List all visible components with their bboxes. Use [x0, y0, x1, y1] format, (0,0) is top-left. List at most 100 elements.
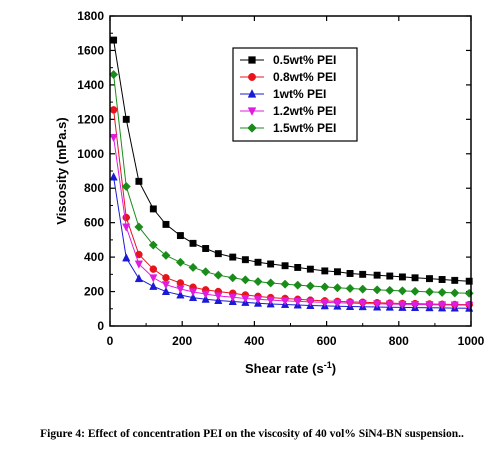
data-point: [161, 286, 171, 296]
series-line: [113, 40, 470, 282]
data-point: [438, 301, 447, 310]
data-point: [122, 213, 130, 222]
y-tick-label: 1600: [77, 43, 104, 57]
y-tick-label: 1000: [77, 147, 104, 161]
x-tick-label: 400: [244, 334, 264, 348]
data-point: [358, 299, 367, 309]
data-point: [201, 267, 211, 277]
data-point: [134, 222, 144, 232]
y-axis-ticks: 0 200 400 600 800 1000 1200 1400 1600 1800: [77, 9, 471, 333]
data-point: [373, 300, 382, 309]
legend: 0.5wt% PEI 0.8wt% PEI 1wt% PEI 1.2wt% PEI 1.…: [232, 47, 358, 142]
data-point: [214, 250, 222, 258]
legend-entry: 1wt% PEI: [240, 87, 326, 101]
series-0: [110, 36, 473, 285]
legend-entry: 0.5wt% PEI: [240, 53, 336, 67]
y-axis-title: Viscosity (mPa.s): [54, 117, 69, 224]
data-point: [266, 296, 275, 305]
x-tick-label: 0: [107, 334, 114, 348]
data-point: [253, 277, 263, 287]
legend-entry: 0.8wt% PEI: [240, 70, 336, 84]
data-point: [332, 283, 342, 293]
x-tick-label: 600: [317, 334, 337, 348]
data-point: [241, 256, 249, 264]
data-point: [176, 290, 185, 299]
y-tick-label: 0: [97, 319, 104, 333]
data-point: [465, 277, 473, 285]
y-tick-label: 1800: [77, 9, 104, 23]
data-point: [121, 181, 131, 192]
data-point: [202, 245, 210, 252]
data-point: [229, 253, 237, 261]
legend-label: 1wt% PEI: [273, 87, 326, 101]
series-line: [113, 109, 470, 306]
data-point: [333, 299, 342, 308]
data-point: [175, 257, 185, 267]
data-point: [149, 265, 158, 273]
data-point: [293, 297, 302, 307]
legend-marker: [248, 73, 256, 81]
series-3: [109, 133, 474, 310]
data-point: [281, 262, 289, 270]
data-point: [176, 279, 185, 287]
legend-marker: [247, 123, 257, 133]
x-axis-title-end: ): [332, 361, 336, 376]
data-point: [426, 275, 433, 283]
y-tick-label: 200: [84, 285, 104, 299]
data-point: [358, 284, 368, 294]
data-point: [424, 287, 435, 297]
figure-caption: Figure 4: Effect of concentration PEI on…: [40, 428, 464, 440]
data-point: [305, 281, 315, 291]
legend-entry: 1.5wt% PEI: [240, 121, 336, 135]
data-point: [122, 223, 131, 232]
data-point: [320, 298, 329, 308]
legend-marker: [248, 56, 256, 64]
data-point: [267, 260, 275, 268]
legend-label: 1.5wt% PEI: [273, 121, 336, 135]
legend-label: 0.5wt% PEI: [273, 53, 336, 67]
data-point: [122, 115, 130, 123]
data-point: [254, 258, 262, 266]
data-point: [162, 220, 170, 228]
data-point: [266, 278, 276, 288]
data-point: [188, 288, 198, 297]
y-tick-label: 1400: [77, 78, 104, 92]
legend-marker: [247, 107, 257, 116]
data-point: [294, 263, 302, 271]
x-axis-title-main: Shear rate (s: [245, 361, 324, 376]
data-point: [134, 273, 143, 283]
data-point: [110, 36, 118, 44]
legend-entry: 1.2wt% PEI: [240, 104, 336, 118]
data-point: [333, 268, 341, 276]
data-point: [306, 265, 314, 273]
data-point: [253, 295, 263, 305]
data-point: [201, 290, 210, 299]
y-tick-label: 400: [84, 250, 104, 264]
data-point: [373, 271, 381, 279]
data-point: [109, 172, 118, 181]
data-point: [148, 240, 158, 250]
legend-marker: [247, 89, 257, 98]
x-axis-ticks: 0 200 400 600 800 1000: [107, 16, 485, 348]
data-point: [398, 273, 406, 281]
data-point: [109, 133, 118, 143]
x-tick-label: 800: [389, 334, 409, 348]
series-line: [113, 74, 470, 294]
data-point: [346, 270, 354, 277]
data-point: [149, 281, 158, 290]
data-point: [122, 253, 131, 262]
x-tick-label: 1000: [458, 334, 485, 348]
data-point: [149, 274, 158, 283]
data-point: [306, 298, 315, 307]
data-point: [359, 270, 367, 278]
data-point: [214, 292, 223, 301]
data-point: [213, 270, 223, 280]
data-point: [398, 300, 407, 310]
data-point: [425, 301, 434, 310]
y-tick-label: 1200: [77, 112, 104, 126]
data-point: [386, 272, 394, 280]
data-point: [397, 286, 407, 296]
data-point: [109, 70, 119, 80]
data-point: [109, 106, 118, 114]
data-point: [241, 294, 250, 304]
